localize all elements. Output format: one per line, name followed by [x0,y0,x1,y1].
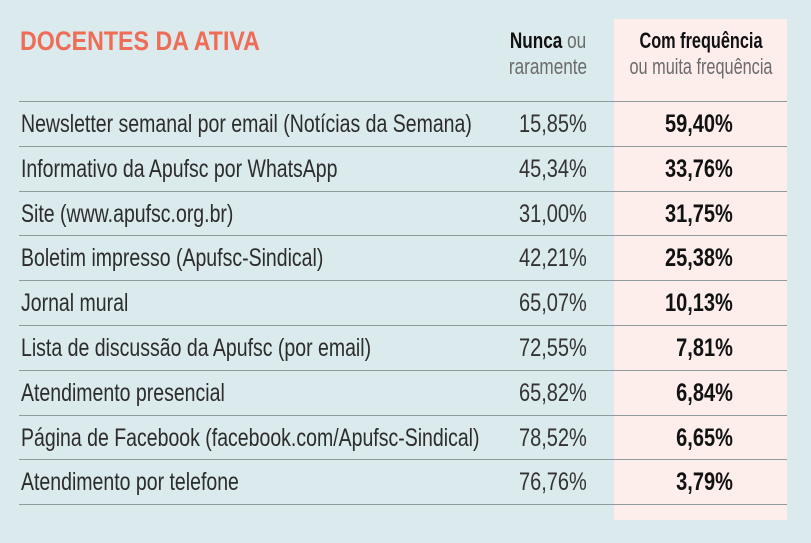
value-frequent: 7,81% [676,334,733,362]
row-divider [19,325,787,326]
column-header-frequent-bold: Com frequência [639,28,763,53]
value-frequent: 25,38% [665,244,733,273]
row-divider [19,504,787,506]
value-rarely: 78,52% [519,423,587,452]
row-label: Newsletter semanal por email (Notícias d… [21,110,472,138]
row-divider [19,414,787,416]
row-label: Atendimento por telefone [21,468,239,497]
value-frequent: 6,84% [676,378,733,407]
column-header-rarely-line2: raramente [508,54,588,79]
column-header-rarely-bold: Nunca [509,28,563,53]
value-frequent: 33,76% [665,154,733,183]
table-row: Boletim impresso (Apufsc-Sindical) 42,21%… [19,236,787,280]
row-divider [19,280,787,282]
value-frequent: 59,40% [665,110,733,138]
column-header-frequent: Com frequência ou muita frequência [622,28,780,80]
row-divider [19,145,787,147]
row-divider [19,190,787,192]
table-title: DOCENTES DA ATIVA [20,26,260,56]
column-header-rarely-ou: ou [562,28,587,53]
row-label: Boletim impresso (Apufsc-Sindical) [21,244,324,273]
value-rarely: 42,21% [519,244,587,273]
row-divider [19,459,787,461]
value-rarely: 72,55% [519,334,587,362]
value-frequent: 6,65% [676,423,733,452]
table-row: Lista de discussão da Apufsc (por email)… [19,326,787,370]
value-rarely: 65,07% [519,289,587,318]
table-row: Atendimento presencial 65,82% 6,84% [19,371,787,415]
row-label: Lista de discussão da Apufsc (por email) [21,334,372,362]
value-rarely: 76,76% [519,468,587,497]
value-frequent: 31,75% [665,199,733,228]
row-label: Informativo da Apufsc por WhatsApp [21,154,338,183]
table-row: Jornal mural 65,07% 10,13% [19,281,787,325]
row-divider [19,235,787,237]
value-rarely: 31,00% [519,199,587,228]
value-frequent: 10,13% [665,289,733,318]
table-row: Informativo da Apufsc por WhatsApp 45,34%… [19,147,787,191]
table-row: Newsletter semanal por email (Notícias d… [19,102,787,146]
row-label: Site (www.apufsc.org.br) [21,199,234,228]
value-rarely: 65,82% [519,378,587,407]
row-divider [19,369,787,371]
column-header-frequent-line2: ou muita frequência [629,54,773,79]
row-label: Página de Facebook (facebook.com/Apufsc-… [21,423,480,452]
value-rarely: 15,85% [519,110,587,138]
value-frequent: 3,79% [676,468,733,497]
table-row: Página de Facebook (facebook.com/Apufsc-… [19,416,787,460]
table-row: Atendimento por telefone 76,76% 3,79% [19,460,787,504]
value-rarely: 45,34% [519,154,587,183]
column-header-rarely: Nunca ou raramente [507,28,588,80]
row-label: Atendimento presencial [21,378,225,407]
highlight-column [614,19,787,520]
row-divider [19,101,787,102]
row-label: Jornal mural [21,289,129,318]
table-row: Site (www.apufsc.org.br) 31,00% 31,75% [19,192,787,236]
